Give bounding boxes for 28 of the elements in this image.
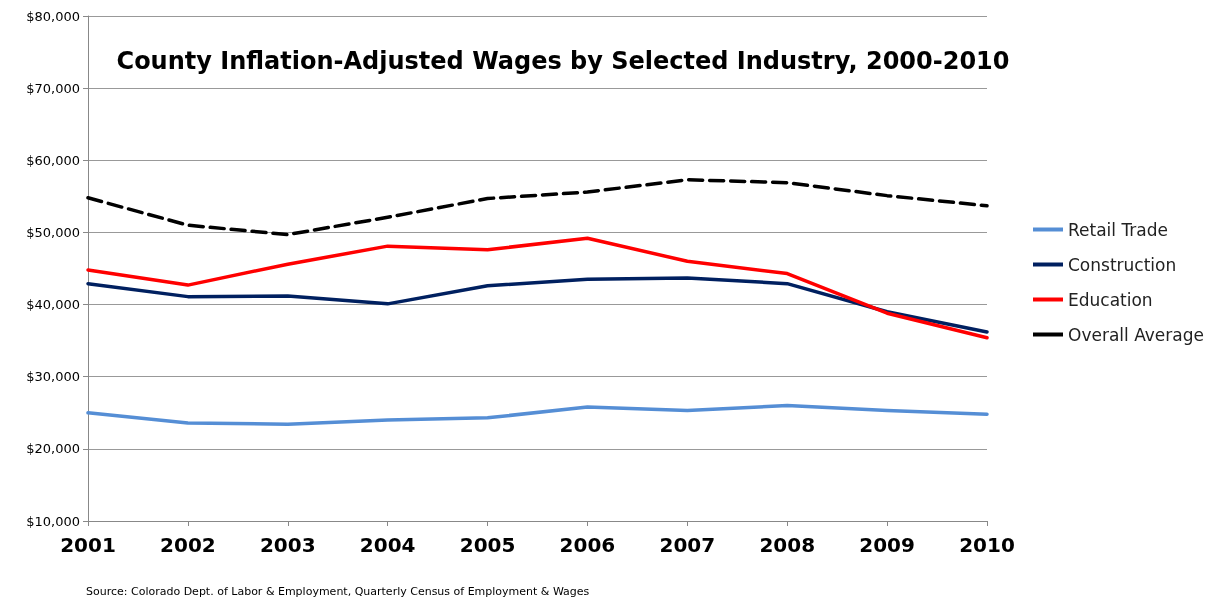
legend-label: Overall Average <box>1068 324 1204 345</box>
legend-label: Construction <box>1068 254 1177 275</box>
x-tick-label: 2003 <box>259 533 316 557</box>
y-tick-label: $70,000 <box>26 80 80 96</box>
line-series <box>86 236 989 340</box>
y-tick-label: $50,000 <box>26 224 80 240</box>
y-tick-label: $20,000 <box>26 441 80 457</box>
x-tick-label: 2005 <box>459 533 516 557</box>
x-tick-label: 2007 <box>659 533 716 557</box>
x-tick-label: 2002 <box>160 533 216 557</box>
x-tick-label: 2004 <box>359 533 416 557</box>
legend-label: Retail Trade <box>1068 219 1168 240</box>
x-tick-label: 2006 <box>559 533 616 557</box>
line-series <box>86 403 989 427</box>
x-tick-label: 2009 <box>859 533 915 557</box>
text: County Inflation-Adjusted Wages by Selected Industry, 2000-2010 <box>116 47 1010 75</box>
x-tick-label: 2008 <box>759 533 816 557</box>
line-series <box>86 276 989 334</box>
y-tick-label: $60,000 <box>26 152 80 168</box>
x-tick-label: 2001 <box>60 533 116 557</box>
y-tick-label: $40,000 <box>26 297 80 313</box>
x-tick-label: 2010 <box>959 533 1015 557</box>
legend-label: Education <box>1068 289 1153 310</box>
y-tick-label: $30,000 <box>26 369 80 385</box>
y-tick-label: $10,000 <box>26 513 80 529</box>
y-tick-label: $80,000 <box>26 8 80 24</box>
source-note: Source: Colorado Dept. of Labor & Employment, Quarterly Census of Employment & Wages <box>86 585 590 598</box>
line-series <box>86 178 989 237</box>
